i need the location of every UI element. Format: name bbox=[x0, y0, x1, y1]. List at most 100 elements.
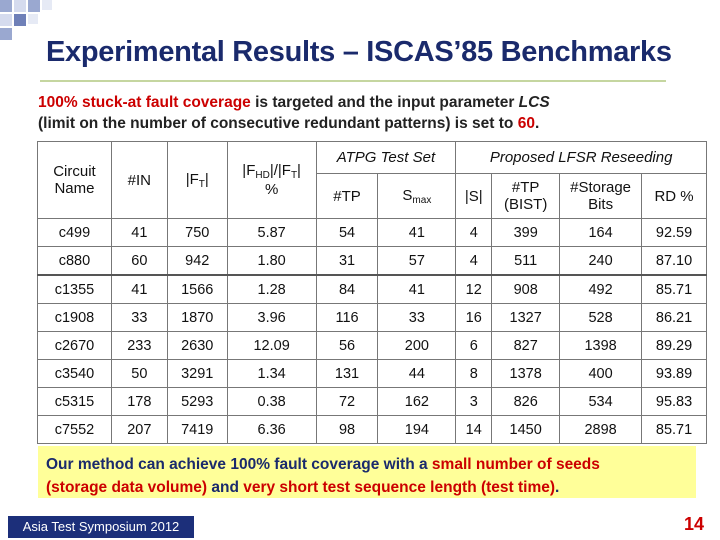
header-circuit-name: Circuit Name bbox=[37, 141, 112, 219]
intro-part: (limit on the number of consecutive redu… bbox=[38, 115, 518, 132]
table-cell: 162 bbox=[377, 387, 457, 416]
table-cell: 98 bbox=[315, 415, 379, 444]
table-cell: 3.96 bbox=[226, 303, 317, 332]
table-cell: c499 bbox=[37, 218, 112, 247]
table-cell: 95.83 bbox=[641, 387, 707, 416]
header-smax: Smax bbox=[377, 173, 457, 219]
title-divider bbox=[40, 80, 666, 82]
table-cell: 1870 bbox=[166, 303, 228, 332]
table-cell: 3 bbox=[455, 387, 493, 416]
table-row: c499 41 750 5.87 54 41 4 399 164 92.59 bbox=[37, 218, 707, 247]
table-cell: 41 bbox=[110, 218, 168, 247]
table-cell: c880 bbox=[37, 246, 112, 276]
summary-part: . bbox=[555, 479, 560, 496]
table-cell: 4 bbox=[455, 246, 493, 276]
table-cell: 54 bbox=[315, 218, 379, 247]
table-cell: 85.71 bbox=[641, 274, 707, 304]
table-cell: 41 bbox=[377, 218, 457, 247]
table-cell: 1.34 bbox=[226, 359, 317, 388]
table-cell: 0.38 bbox=[226, 387, 317, 416]
header-ratio-sub: HD bbox=[255, 170, 270, 181]
table-cell: 85.71 bbox=[641, 415, 707, 444]
header-rd: RD % bbox=[641, 173, 707, 219]
table-cell: c1908 bbox=[37, 303, 112, 332]
header-ft: |FT| bbox=[166, 141, 228, 219]
header-tp: #TP bbox=[315, 173, 379, 219]
table-cell: c7552 bbox=[37, 415, 112, 444]
page-number: 14 bbox=[684, 514, 705, 534]
header-atpg-group: ATPG Test Set bbox=[315, 141, 457, 174]
table-cell: 1378 bbox=[491, 359, 561, 388]
table-cell: 86.21 bbox=[641, 303, 707, 332]
table-cell: 511 bbox=[491, 246, 561, 276]
table-cell: 1566 bbox=[166, 274, 228, 304]
header-ratio-part: | bbox=[297, 162, 301, 179]
summary-highlight-seeds: small number of seeds bbox=[431, 456, 600, 473]
table-cell: 33 bbox=[110, 303, 168, 332]
table-cell: c2670 bbox=[37, 331, 112, 360]
intro-part: is targeted and the input parameter bbox=[250, 94, 519, 111]
header-tp-bist: #TP (BIST) bbox=[491, 173, 561, 219]
table-cell: 131 bbox=[315, 359, 379, 388]
table-cell: 534 bbox=[559, 387, 643, 416]
summary-part: Our method can achieve 100% fault covera… bbox=[46, 456, 432, 473]
table-header-row: Circuit Name #IN |FT| |FHD|/|FT|% ATPG T… bbox=[37, 141, 707, 219]
table-cell: 178 bbox=[110, 387, 168, 416]
header-ft-sub: T bbox=[198, 178, 205, 190]
table-row: c1355 41 1566 1.28 84 41 12 908 492 85.71 bbox=[37, 274, 707, 304]
header-smax-part: S bbox=[402, 186, 413, 204]
table-cell: 93.89 bbox=[641, 359, 707, 388]
table-cell: 2898 bbox=[559, 415, 643, 444]
table-cell: 87.10 bbox=[641, 246, 707, 276]
table-cell: 4 bbox=[455, 218, 493, 247]
table-cell: 72 bbox=[315, 387, 379, 416]
table-cell: 92.59 bbox=[641, 218, 707, 247]
table-cell: 750 bbox=[166, 218, 228, 247]
table-cell: 1398 bbox=[559, 331, 643, 360]
table-cell: 942 bbox=[166, 246, 228, 276]
table-cell: 200 bbox=[377, 331, 457, 360]
intro-text: 100% stuck-at fault coverage is targeted… bbox=[38, 92, 688, 134]
table-cell: 1450 bbox=[491, 415, 561, 444]
table-cell: 33 bbox=[377, 303, 457, 332]
table-cell: 50 bbox=[110, 359, 168, 388]
table-cell: 14 bbox=[455, 415, 493, 444]
summary-part: and bbox=[207, 479, 244, 496]
table-cell: 31 bbox=[315, 246, 379, 276]
table-cell: 400 bbox=[559, 359, 643, 388]
intro-part: . bbox=[534, 115, 540, 132]
results-table: Circuit Name #IN |FT| |FHD|/|FT|% ATPG T… bbox=[37, 141, 707, 444]
table-cell: 8 bbox=[455, 359, 493, 388]
table-cell: 826 bbox=[491, 387, 561, 416]
table-cell: 56 bbox=[315, 331, 379, 360]
table-cell: 5.87 bbox=[226, 218, 317, 247]
table-cell: c3540 bbox=[37, 359, 112, 388]
table-cell: 116 bbox=[315, 303, 379, 332]
header-ft-part: | bbox=[204, 170, 209, 188]
summary-highlight-storage: (storage data volume) bbox=[46, 479, 208, 496]
table-cell: 2630 bbox=[166, 331, 228, 360]
table-cell: 908 bbox=[491, 274, 561, 304]
table-row: c7552 207 7419 6.36 98 194 14 1450 2898 85.71 bbox=[37, 415, 707, 444]
table-cell: 827 bbox=[491, 331, 561, 360]
intro-lcs-value: 60 bbox=[517, 115, 535, 132]
table-cell: 16 bbox=[455, 303, 493, 332]
header-ratio-part: |F bbox=[242, 162, 256, 179]
table-cell: 1.80 bbox=[226, 246, 317, 276]
summary-highlight-time: very short test sequence length (test ti… bbox=[243, 479, 556, 496]
table-cell: 57 bbox=[377, 246, 457, 276]
header-in: #IN bbox=[110, 141, 168, 219]
table-cell: c1355 bbox=[37, 274, 112, 304]
table-cell: 12 bbox=[455, 274, 493, 304]
table-subheader-row: #TP Smax |S| #TP (BIST) #Storage Bits RD… bbox=[38, 173, 707, 219]
summary-box: Our method can achieve 100% fault covera… bbox=[38, 446, 696, 498]
table-cell: 528 bbox=[559, 303, 643, 332]
header-ratio-sub: T bbox=[290, 170, 298, 181]
table-row: c5315 178 5293 0.38 72 162 3 826 534 95.83 bbox=[37, 387, 707, 416]
table-cell: 41 bbox=[110, 274, 168, 304]
table-cell: 1.28 bbox=[226, 274, 317, 304]
table-cell: 492 bbox=[559, 274, 643, 304]
table-cell: 7419 bbox=[166, 415, 228, 444]
header-ratio-percent: % bbox=[264, 181, 279, 198]
header-lfsr-group: Proposed LFSR Reseeding bbox=[455, 141, 707, 174]
